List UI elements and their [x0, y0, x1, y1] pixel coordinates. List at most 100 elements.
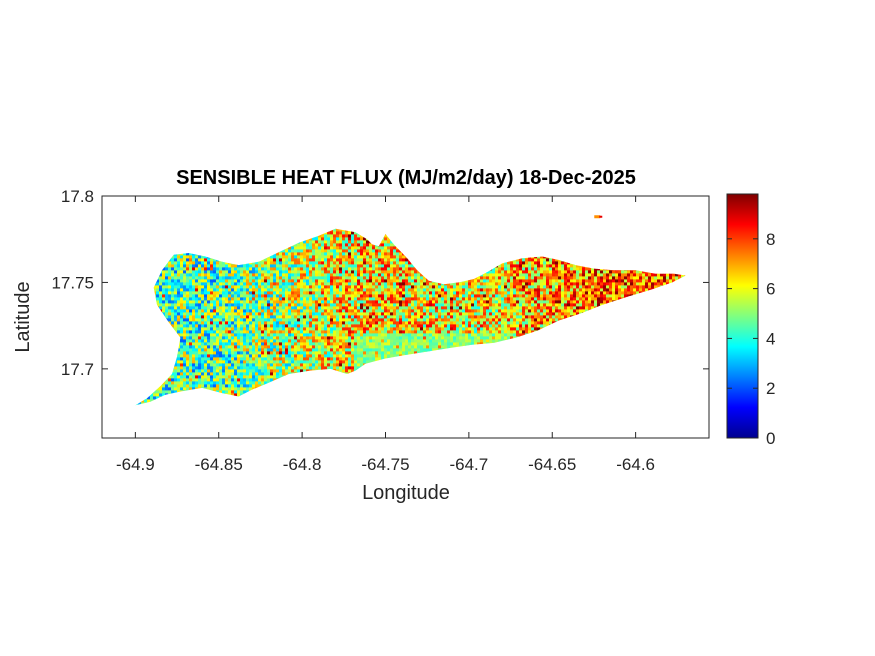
heat-flux-cell: [618, 276, 622, 280]
heat-flux-cell: [315, 240, 319, 244]
heat-flux-cell: [591, 276, 595, 280]
heat-flux-cell: [459, 288, 463, 292]
heat-flux-cell: [228, 288, 232, 292]
heat-flux-cell: [210, 300, 214, 304]
heat-flux-cell: [348, 243, 352, 247]
heat-flux-cell: [192, 255, 196, 259]
heat-flux-cell: [441, 300, 445, 304]
heat-flux-cell: [456, 288, 460, 292]
heat-flux-cell: [477, 279, 481, 283]
heat-flux-cell: [405, 267, 409, 271]
heat-flux-cell: [294, 252, 298, 256]
heat-flux-cell: [300, 255, 304, 259]
heat-flux-cell: [603, 282, 607, 286]
heat-flux-cell: [306, 240, 310, 244]
heat-flux-cell: [315, 255, 319, 259]
heat-flux-cell: [642, 276, 646, 280]
heat-flux-cell: [297, 294, 301, 298]
heat-flux-cell: [588, 282, 592, 286]
heat-flux-cell: [420, 291, 424, 295]
heat-flux-cell: [399, 270, 403, 274]
heat-flux-cell: [165, 282, 169, 286]
heat-flux-cell: [594, 285, 598, 289]
heat-flux-cell: [204, 291, 208, 295]
heat-flux-cell: [318, 255, 322, 259]
heat-flux-cell: [411, 267, 415, 271]
heat-flux-cell: [576, 291, 580, 295]
heat-flux-cell: [171, 297, 175, 301]
heat-flux-cell: [321, 288, 325, 292]
heat-flux-cell: [339, 228, 343, 232]
heat-flux-cell: [261, 282, 265, 286]
heat-flux-cell: [360, 288, 364, 292]
heat-flux-cell: [489, 291, 493, 295]
heat-flux-cell: [294, 297, 298, 301]
heat-flux-cell: [480, 276, 484, 280]
heat-flux-cell: [639, 279, 643, 283]
heat-flux-cell: [273, 258, 277, 262]
heat-flux-cell: [477, 285, 481, 289]
heat-flux-cell: [291, 252, 295, 256]
heat-flux-cell: [405, 285, 409, 289]
heat-flux-cell: [267, 282, 271, 286]
heat-flux-cell: [354, 267, 358, 271]
heat-flux-cell: [303, 282, 307, 286]
heat-flux-cell: [522, 264, 526, 268]
heat-flux-cell: [399, 252, 403, 256]
heat-flux-cell: [333, 276, 337, 280]
heat-flux-cell: [381, 303, 385, 307]
heat-flux-cell: [501, 273, 505, 277]
heat-flux-cell: [207, 303, 211, 307]
heat-flux-cell: [525, 270, 529, 274]
heat-flux-cell: [177, 297, 181, 301]
heat-flux-cell: [435, 288, 439, 292]
heat-flux-cell: [165, 285, 169, 289]
heat-flux-cell: [585, 285, 589, 289]
heat-flux-cell: [555, 267, 559, 271]
heat-flux-cell: [273, 303, 277, 307]
heat-flux-cell: [351, 267, 355, 271]
heat-flux-cell: [537, 303, 541, 307]
heat-flux-cell: [261, 279, 265, 283]
heat-flux-cell: [213, 303, 217, 307]
heat-flux-cell: [291, 288, 295, 292]
heat-flux-cell: [567, 279, 571, 283]
heat-flux-cell: [495, 279, 499, 283]
heat-flux-cell: [339, 231, 343, 235]
heat-flux-cell: [312, 237, 316, 241]
heat-flux-cell: [345, 237, 349, 241]
heat-flux-cell: [324, 291, 328, 295]
heat-flux-cell: [618, 279, 622, 283]
heat-flux-cell: [258, 276, 262, 280]
heat-flux-cell: [216, 270, 220, 274]
heat-flux-cell: [435, 285, 439, 289]
heat-flux-cell: [366, 246, 370, 250]
heat-flux-cell: [261, 303, 265, 307]
heat-flux-cell: [612, 279, 616, 283]
heat-flux-cell: [504, 273, 508, 277]
heat-flux-cell: [396, 285, 400, 289]
heat-flux-cell: [201, 264, 205, 268]
heat-flux-cell: [540, 255, 544, 259]
heat-flux-cell: [579, 294, 583, 298]
heat-flux-cell: [516, 300, 520, 304]
heat-flux-cell: [510, 291, 514, 295]
heat-flux-cell: [339, 270, 343, 274]
heat-flux-cell: [180, 276, 184, 280]
heat-flux-cell: [507, 288, 511, 292]
heat-flux-cell: [618, 273, 622, 277]
heat-flux-cell: [336, 276, 340, 280]
heat-flux-cell: [246, 264, 250, 268]
heat-flux-cell: [630, 288, 634, 292]
heat-flux-cell: [291, 303, 295, 307]
heat-flux-cell: [486, 300, 490, 304]
heat-flux-cell: [504, 279, 508, 283]
heat-flux-cell: [177, 291, 181, 295]
heat-flux-cell: [165, 276, 169, 280]
heat-flux-cell: [495, 270, 499, 274]
heat-flux-cell: [546, 291, 550, 295]
heat-flux-cell: [219, 273, 223, 277]
heat-flux-cell: [570, 294, 574, 298]
heat-flux-cell: [270, 255, 274, 259]
heat-flux-cell: [654, 276, 658, 280]
